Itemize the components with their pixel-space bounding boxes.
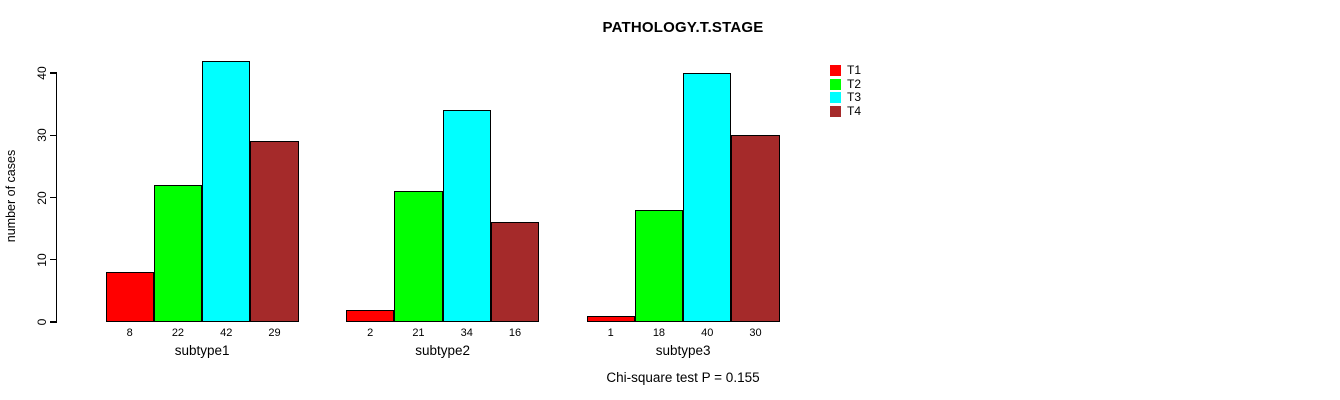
annotation-text: Chi-square test P = 0.155 [606,370,760,385]
y-axis-tick-label: 20 [35,190,49,205]
bar-value-label: 34 [460,327,473,339]
bar-value-label: 16 [508,327,522,339]
x-axis-category-label: subtype1 [174,343,230,358]
legend-item-T1: T1 [830,63,862,77]
y-axis-tick [49,134,57,136]
bar-T4-subtype3 [731,135,780,322]
bar-value-label: 40 [701,327,714,339]
chart-title: PATHOLOGY.T.STAGE [602,19,764,36]
bar-value-label: 30 [749,327,762,339]
bar-value-label: 18 [652,327,666,339]
bar-value-label: 29 [268,327,281,339]
y-axis-tick [49,259,57,261]
bar-value-label: 8 [126,327,133,339]
y-axis-tick-label: 40 [35,66,49,80]
bar-value-label: 42 [220,327,233,339]
bar-value-label: 22 [171,327,185,339]
legend-label: T2 [847,76,862,91]
x-axis-category-label: subtype3 [655,343,711,358]
bar-value-label: 1 [607,327,614,339]
y-axis-tick-label: 30 [35,128,49,142]
legend-label: T4 [847,103,862,118]
y-axis-tick-label: 0 [35,318,49,326]
bar-T3-subtype1 [202,60,251,322]
legend-swatch-T2 [830,78,841,90]
x-axis-category-label: subtype2 [415,343,470,358]
y-axis-tick [49,196,57,199]
bar-T2-subtype1 [153,185,203,322]
legend-swatch-T3 [830,92,841,103]
legend-label: T1 [847,63,862,77]
bar-value-label: 21 [412,327,425,339]
y-axis-line [56,73,58,323]
bar-T1-subtype3 [586,315,635,322]
bar-T1-subtype1 [105,272,154,322]
bar-T2-subtype3 [634,209,684,322]
legend-item-T2: T2 [830,76,862,91]
bar-T3-subtype2 [442,110,491,322]
legend-swatch-T1 [830,65,841,76]
legend-item-T4: T4 [830,103,862,118]
bar-T4-subtype2 [490,222,540,322]
y-axis-tick-label: 10 [35,253,49,267]
legend: T1 T2 T3 T4 [830,63,862,118]
legend-label: T3 [847,90,862,104]
y-axis-tick [49,321,57,323]
bar-T1-subtype2 [346,309,395,322]
bar-T3-subtype3 [683,73,732,322]
bar-T2-subtype2 [394,191,443,322]
bar-T4-subtype1 [250,141,299,322]
bar-value-label: 2 [367,327,374,339]
legend-item-T3: T3 [830,90,862,104]
y-axis-tick [49,72,57,74]
legend-swatch-T4 [830,105,841,117]
